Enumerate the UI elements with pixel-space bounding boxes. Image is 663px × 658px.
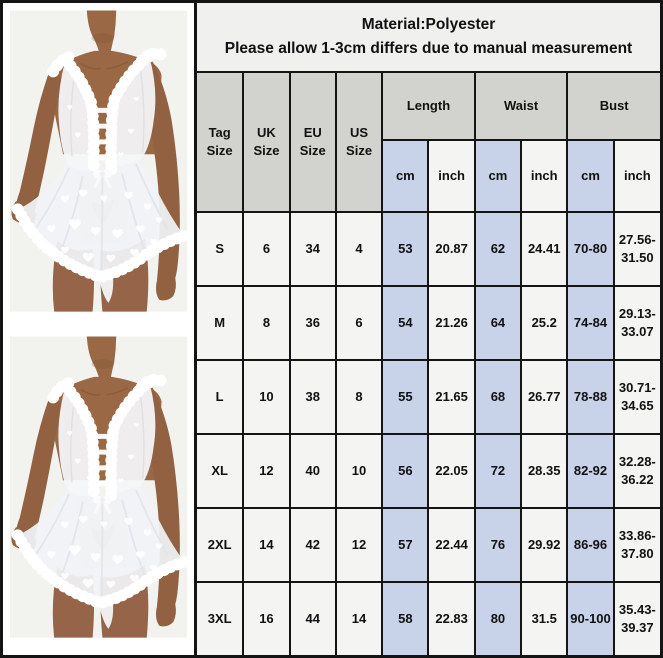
size-row: XL 12 40 10 56 22.05 72 28.35 82-92 32.2… — [197, 433, 660, 509]
group-header-waist: Waist — [473, 73, 569, 141]
length-inch-cell: 21.26 — [427, 285, 476, 361]
uk-size-cell: 6 — [242, 211, 291, 287]
length-cm-cell: 54 — [381, 285, 430, 361]
bust-cm-cell: 70-80 — [566, 211, 615, 287]
bust-inch-cell: 27.56-31.50 — [612, 211, 660, 287]
us-size-cell: 14 — [334, 581, 384, 655]
length-inch-cell: 22.05 — [427, 433, 476, 509]
us-size-cell: 4 — [334, 211, 384, 287]
unit-header-waist-cm: cm — [473, 139, 523, 213]
bust-cm-cell: 78-88 — [566, 359, 615, 435]
product-photo-1 — [3, 3, 194, 329]
us-size-cell: 10 — [334, 433, 384, 509]
product-photo-column — [3, 3, 197, 655]
bust-cm-cell: 82-92 — [566, 433, 615, 509]
group-header-length: Length — [381, 73, 476, 141]
bust-cm-cell: 74-84 — [566, 285, 615, 361]
size-row: S 6 34 4 53 20.87 62 24.41 70-80 27.56-3… — [197, 211, 660, 287]
uk-size-cell: 12 — [242, 433, 291, 509]
bust-inch-cell: 29.13-33.07 — [612, 285, 660, 361]
waist-cm-cell: 68 — [473, 359, 523, 435]
eu-size-cell: 40 — [288, 433, 337, 509]
uk-size-cell: 14 — [242, 507, 291, 583]
size-table-section: Material:Polyester Please allow 1-3cm di… — [197, 3, 660, 655]
uk-size-cell: 10 — [242, 359, 291, 435]
bust-inch-cell: 30.71-34.65 — [612, 359, 660, 435]
size-row: 3XL 16 44 14 58 22.83 80 31.5 90-100 35.… — [197, 581, 660, 655]
unit-header-waist-inch: inch — [520, 139, 569, 213]
unit-header-bust-inch: inch — [612, 139, 660, 213]
waist-cm-cell: 76 — [473, 507, 523, 583]
material-note-banner: Material:Polyester Please allow 1-3cm di… — [197, 3, 660, 73]
length-inch-cell: 22.44 — [427, 507, 476, 583]
col-header-eu-size: EU Size — [288, 73, 337, 213]
table-header-row: Tag Size UK Size EU Size US Size Length … — [197, 73, 660, 213]
col-header-uk-size: UK Size — [242, 73, 291, 213]
unit-header-bust-cm: cm — [566, 139, 615, 213]
unit-header-length-cm: cm — [382, 139, 430, 213]
uk-size-cell: 16 — [242, 581, 291, 655]
tag-size-cell: M — [197, 285, 245, 361]
length-inch-cell: 20.87 — [427, 211, 476, 287]
length-inch-cell: 21.65 — [427, 359, 476, 435]
length-cm-cell: 58 — [381, 581, 430, 655]
length-cm-cell: 55 — [381, 359, 430, 435]
unit-header-length-inch: inch — [427, 139, 476, 213]
eu-size-cell: 38 — [288, 359, 337, 435]
length-inch-cell: 22.83 — [427, 581, 476, 655]
us-size-cell: 12 — [334, 507, 384, 583]
us-size-cell: 8 — [334, 359, 384, 435]
waist-cm-cell: 72 — [473, 433, 523, 509]
eu-size-cell: 44 — [288, 581, 337, 655]
size-table: Tag Size UK Size EU Size US Size Length … — [197, 73, 660, 655]
bust-inch-cell: 35.43-39.37 — [612, 581, 660, 655]
tag-size-cell: XL — [197, 433, 245, 509]
tag-size-cell: 3XL — [197, 581, 245, 655]
waist-inch-cell: 25.2 — [520, 285, 569, 361]
tag-size-cell: 2XL — [197, 507, 245, 583]
length-cm-cell: 56 — [381, 433, 430, 509]
waist-inch-cell: 31.5 — [520, 581, 569, 655]
material-text: Material:Polyester — [361, 16, 496, 34]
tag-size-cell: L — [197, 359, 245, 435]
eu-size-cell: 34 — [288, 211, 337, 287]
tag-size-cell: S — [197, 211, 245, 287]
waist-inch-cell: 24.41 — [520, 211, 569, 287]
waist-cm-cell: 64 — [473, 285, 523, 361]
group-header-bust: Bust — [566, 73, 660, 141]
size-row: 2XL 14 42 12 57 22.44 76 29.92 86-96 33.… — [197, 507, 660, 583]
bust-inch-cell: 33.86-37.80 — [612, 507, 660, 583]
product-photo-2 — [3, 329, 194, 655]
size-row: L 10 38 8 55 21.65 68 26.77 78-88 30.71-… — [197, 359, 660, 435]
waist-cm-cell: 80 — [473, 581, 523, 655]
waist-inch-cell: 26.77 — [520, 359, 569, 435]
eu-size-cell: 36 — [288, 285, 337, 361]
size-table-wrap: Tag Size UK Size EU Size US Size Length … — [197, 73, 660, 655]
babydoll-model-illustration — [4, 330, 193, 654]
col-header-us-size: US Size — [334, 73, 384, 213]
length-cm-cell: 57 — [381, 507, 430, 583]
measurement-note-text: Please allow 1-3cm differs due to manual… — [224, 39, 633, 57]
bust-inch-cell: 32.28-36.22 — [612, 433, 660, 509]
bust-cm-cell: 90-100 — [566, 581, 615, 655]
col-header-tag-size: Tag Size — [197, 73, 245, 213]
babydoll-model-illustration — [4, 4, 193, 328]
bust-cm-cell: 86-96 — [566, 507, 615, 583]
length-cm-cell: 53 — [381, 211, 430, 287]
uk-size-cell: 8 — [242, 285, 291, 361]
us-size-cell: 6 — [334, 285, 384, 361]
eu-size-cell: 42 — [288, 507, 337, 583]
waist-inch-cell: 28.35 — [520, 433, 569, 509]
waist-inch-cell: 29.92 — [520, 507, 569, 583]
waist-cm-cell: 62 — [473, 211, 523, 287]
size-row: M 8 36 6 54 21.26 64 25.2 74-84 29.13-33… — [197, 285, 660, 361]
table-unit-row: cm inch cm inch cm inch — [197, 139, 660, 213]
